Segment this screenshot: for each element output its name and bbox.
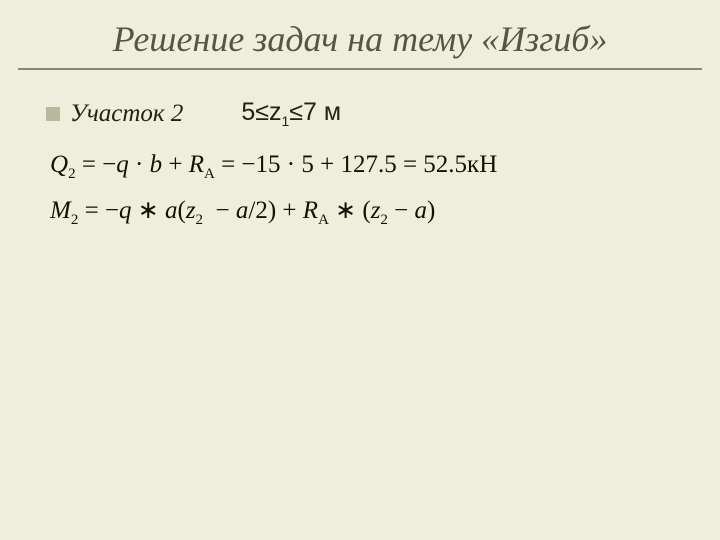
range-label: 5≤z1≤7 м bbox=[189, 98, 341, 129]
bullet-row: Участок 2 5≤z1≤7 м bbox=[40, 98, 680, 129]
equation-q2: Q2 = −q · b + RA = −15 · 5 + 127.5 = 52.… bbox=[40, 151, 680, 183]
square-bullet-icon bbox=[46, 107, 60, 121]
title-underline bbox=[18, 68, 702, 70]
section-label: Участок 2 bbox=[66, 100, 183, 128]
page-title: Решение задач на тему «Изгиб» bbox=[0, 0, 720, 68]
content-area: Участок 2 5≤z1≤7 м Q2 = −q · b + RA = −1… bbox=[0, 98, 720, 229]
equation-m2: M2 = −q ∗ a(z2 − a/2) + RA ∗ (z2 − a) bbox=[40, 195, 680, 229]
